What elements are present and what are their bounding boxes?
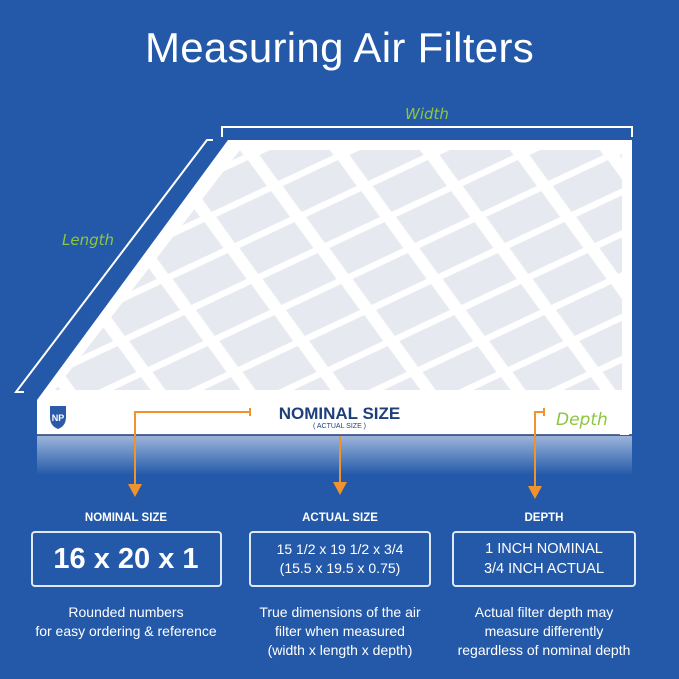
width-label: Width [405,105,449,123]
depth-actual: 3/4 INCH ACTUAL [483,561,605,577]
arrows [134,408,545,488]
depth-nominal: 1 INCH NOMINAL [485,541,603,557]
depth-column: DEPTH 1 INCH NOMINAL 3/4 INCH ACTUAL Act… [439,512,649,660]
desc-line: for easy ordering & reference [35,623,217,639]
depth-bracket [620,400,629,435]
depth-arrow-line [534,411,544,488]
desc-line: Actual filter depth may [474,604,614,620]
column-heading: DEPTH [524,512,564,524]
desc-line: Rounded numbers [68,604,184,620]
actual-size-decimal: (15.5 x 19.5 x 0.75) [279,560,401,576]
depth-box: 1 INCH NOMINAL 3/4 INCH ACTUAL [452,531,636,587]
column-heading: NOMINAL SIZE [84,512,168,524]
page-title: Measuring Air Filters [144,24,535,71]
actual-size-fraction: 15 1/2 x 19 1/2 x 3/4 [276,541,404,557]
desc-line: True dimensions of the air [259,604,421,620]
actual-size-box: 15 1/2 x 19 1/2 x 3/4 (15.5 x 19.5 x 0.7… [249,531,431,587]
filter-front-face [37,400,632,435]
front-nominal-size: NOMINAL SIZE [278,404,401,423]
column-heading: ACTUAL SIZE [302,512,378,524]
depth-arrow-head [528,486,542,499]
filter-pleats [55,150,622,390]
desc-line: measure differently [484,623,604,639]
nominal-size-value: 16 x 20 x 1 [53,542,199,575]
depth-label: Depth [556,410,608,430]
reflection [37,435,632,475]
np-logo-icon: NP [50,406,66,429]
nominal-arrow-line [134,411,250,486]
length-label: Length [62,231,115,249]
nominal-arrow-head [128,484,142,497]
nominal-size-column: NOMINAL SIZE 16 x 20 x 1 Rounded numbers… [21,512,231,641]
front-actual-size: ( ACTUAL SIZE ) [312,423,367,430]
desc-line: filter when measured [275,623,405,639]
svg-text:NP: NP [52,413,65,423]
width-bracket [221,126,633,137]
desc-line: (width x length x depth) [267,642,413,658]
desc-line: regardless of nominal depth [457,642,631,658]
actual-arrow-head [333,482,347,495]
length-bracket [13,139,213,393]
nominal-size-box: 16 x 20 x 1 [30,531,222,587]
actual-size-column: ACTUAL SIZE 15 1/2 x 19 1/2 x 3/4 (15.5 … [235,512,445,660]
